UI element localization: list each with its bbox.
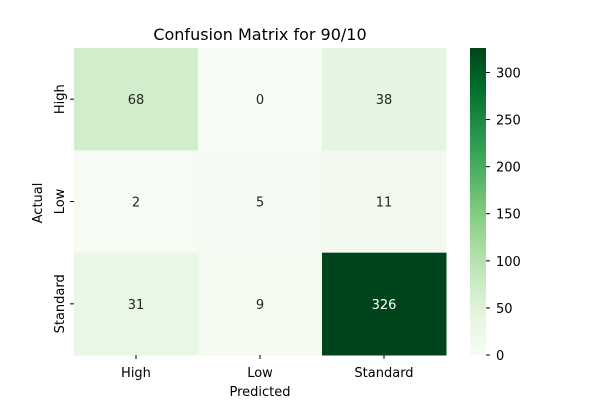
- colorbar-tick-label: 0: [496, 349, 504, 364]
- x-tick-label: Standard: [354, 366, 413, 381]
- x-axis-label: Predicted: [229, 385, 290, 400]
- colorbar-tick-label: 100: [496, 255, 521, 270]
- x-tick-label: High: [121, 366, 151, 381]
- y-tick-label: Standard: [53, 274, 68, 333]
- heatmap-cell: [322, 252, 447, 356]
- heatmap-cell: [74, 150, 199, 254]
- heatmap-cell: [74, 48, 199, 151]
- heatmap-cells: [74, 48, 447, 356]
- heatmap-cell-labels: 68 0 38 2 5 11 31 9 326: [128, 93, 397, 313]
- chart-title: Confusion Matrix for 90/10: [153, 25, 366, 44]
- heatmap-cell: [322, 150, 447, 254]
- heatmap-cell: [322, 48, 447, 151]
- cell-value-label: 2: [132, 196, 140, 211]
- y-axis-label: Actual: [31, 183, 46, 224]
- x-tick-label: Low: [247, 366, 273, 381]
- y-tick-label: Low: [53, 188, 68, 214]
- x-axis-ticks: High Low Standard: [121, 355, 414, 381]
- cell-value-label: 31: [128, 298, 145, 313]
- cell-value-label: 326: [372, 298, 397, 313]
- cell-value-label: 9: [256, 298, 264, 313]
- cell-value-label: 5: [256, 196, 264, 211]
- colorbar-tick-label: 250: [496, 114, 521, 129]
- heatmap-cell: [198, 252, 323, 356]
- heatmap-cell: [198, 48, 323, 151]
- colorbar-tick-label: 150: [496, 208, 521, 223]
- y-tick-label: High: [53, 84, 68, 114]
- colorbar-tick-label: 300: [496, 66, 521, 81]
- cell-value-label: 68: [128, 93, 145, 108]
- cell-value-label: 11: [376, 196, 393, 211]
- cell-value-label: 0: [256, 93, 264, 108]
- colorbar-tick-label: 50: [496, 302, 513, 317]
- heatmap-cell: [74, 252, 199, 356]
- y-axis-ticks: High Low Standard: [53, 84, 74, 333]
- heatmap-cell: [198, 150, 323, 254]
- colorbar-ticks: 0 50 100 150 200 250 300: [486, 66, 521, 364]
- colorbar-tick-label: 200: [496, 161, 521, 176]
- cell-value-label: 38: [376, 93, 393, 108]
- colorbar: [470, 48, 486, 355]
